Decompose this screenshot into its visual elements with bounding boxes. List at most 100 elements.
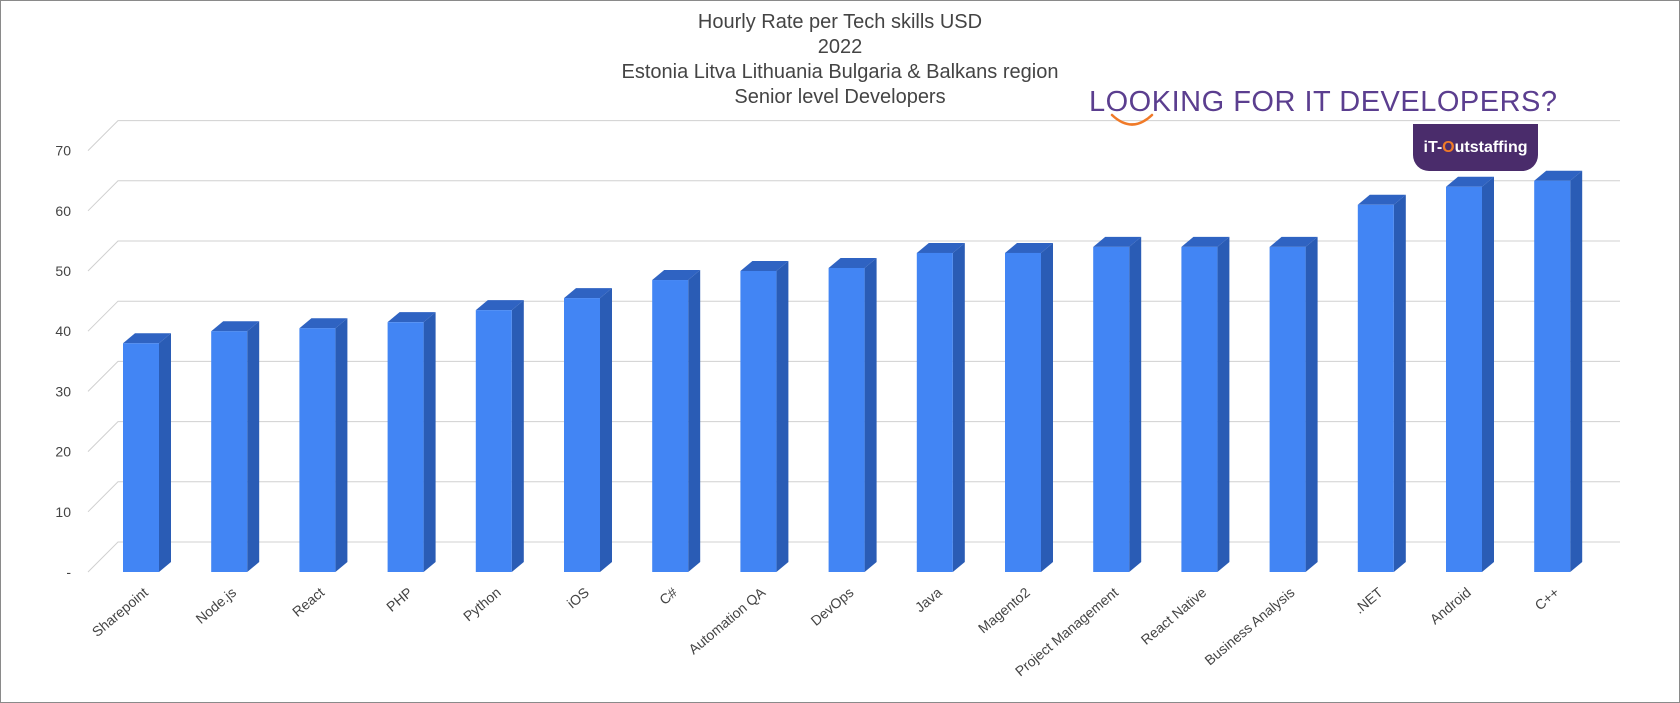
bar-top xyxy=(475,300,524,311)
logo-suffix: utstaffing xyxy=(1454,138,1528,156)
bar-node-js xyxy=(211,321,260,572)
bar-react xyxy=(299,318,348,572)
logo-text: iT-Outstaffing xyxy=(1424,139,1528,157)
bar-top xyxy=(828,257,877,268)
bar--net xyxy=(1357,194,1406,572)
gridline xyxy=(87,120,1620,151)
bar-php xyxy=(387,312,436,572)
bar-c- xyxy=(652,270,701,572)
bar-front xyxy=(1269,246,1306,573)
bar-project-management xyxy=(1093,236,1142,573)
bar-side xyxy=(600,288,612,572)
y-tick-label: 50 xyxy=(55,263,71,279)
bar-python xyxy=(475,300,524,572)
x-category-label: C++ xyxy=(1532,584,1563,613)
logo-prefix: iT- xyxy=(1423,138,1443,156)
x-axis-category-labels: Sharepoint Node.js React PHP Python iOS C# Auto… xyxy=(89,584,1562,680)
bar-devops xyxy=(828,257,877,572)
bar-ios xyxy=(564,288,612,572)
bar-react-native xyxy=(1181,236,1230,573)
bar-top xyxy=(1269,236,1318,247)
y-axis-tick-labels: - 10 20 30 40 50 60 70 xyxy=(55,143,71,580)
bar-top xyxy=(740,261,789,271)
bar-side xyxy=(1393,194,1406,572)
x-category-label: Node.js xyxy=(192,584,239,627)
bar-top xyxy=(564,288,612,299)
bar-side xyxy=(423,312,436,572)
bar-java xyxy=(916,242,965,572)
x-category-label: Business Analysis xyxy=(1201,584,1297,668)
x-category-label: Automation QA xyxy=(685,584,769,658)
bar-side xyxy=(1041,242,1053,572)
y-tick-label: - xyxy=(66,564,71,580)
y-tick-label: 40 xyxy=(55,323,71,339)
bar-side xyxy=(1570,170,1583,572)
x-category-label: React xyxy=(289,584,327,620)
bar-front xyxy=(1534,180,1571,572)
bar-side xyxy=(776,261,789,572)
it-outstaffing-logo[interactable]: iT-Outstaffing xyxy=(1413,124,1538,171)
bar-front xyxy=(299,328,336,572)
bar-front xyxy=(1005,252,1041,572)
bar-front xyxy=(916,252,953,572)
bar-top xyxy=(652,270,701,281)
bar-top xyxy=(123,333,171,344)
y-tick-label: 30 xyxy=(55,383,71,399)
bar-side xyxy=(688,270,701,572)
x-category-label: PHP xyxy=(383,584,415,615)
smile-swoosh-icon xyxy=(1110,113,1154,126)
y-tick-label: 70 xyxy=(55,143,71,159)
bar-side xyxy=(1217,236,1230,573)
bar-android xyxy=(1446,176,1494,572)
bar-front xyxy=(564,298,600,572)
x-category-label: Sharepoint xyxy=(89,584,151,640)
bar-front xyxy=(123,343,159,572)
bar-side xyxy=(1482,176,1494,572)
bar-top xyxy=(1534,170,1583,181)
bar-front xyxy=(475,310,512,572)
bar-side xyxy=(1305,236,1318,573)
logo-accent: O xyxy=(1442,138,1455,156)
bar-side xyxy=(952,242,965,572)
bar-front xyxy=(1446,186,1482,572)
bar-top xyxy=(299,318,348,329)
x-category-label: DevOps xyxy=(807,584,856,629)
bars xyxy=(123,170,1583,573)
bar-front xyxy=(387,322,424,572)
x-category-label: Magento2 xyxy=(975,584,1033,636)
bar-magento2 xyxy=(1005,242,1053,572)
bar-front xyxy=(1093,246,1130,573)
bar-side xyxy=(335,318,348,572)
bar-front xyxy=(828,267,865,572)
bar-top xyxy=(1093,236,1142,247)
bar-front xyxy=(1357,204,1394,572)
promo-headline[interactable]: LOOKING FOR IT DEVELOPERS? xyxy=(1089,86,1558,118)
y-tick-label: 20 xyxy=(55,444,71,460)
bar-top xyxy=(211,321,260,332)
bar-top xyxy=(387,312,436,323)
x-category-label: Python xyxy=(460,584,504,624)
bar-sharepoint xyxy=(123,333,171,572)
x-category-label: .NET xyxy=(1351,584,1386,617)
bar-side xyxy=(159,333,171,572)
bar-top xyxy=(1446,176,1494,187)
bar-automation-qa xyxy=(740,261,789,572)
bar-top xyxy=(916,242,965,253)
chart-title-line-4: Senior level Developers xyxy=(734,86,946,108)
bar-side xyxy=(864,257,877,572)
gridline xyxy=(87,180,1620,212)
bar-c- xyxy=(1534,170,1583,572)
chart-title-line-1: Hourly Rate per Tech skills USD xyxy=(697,11,983,33)
x-category-label: React Native xyxy=(1138,584,1210,648)
bar-front xyxy=(740,271,777,572)
chart-title: Hourly Rate per Tech skills USD 2022 Est… xyxy=(440,10,1240,110)
bar-front xyxy=(652,280,689,572)
bar-side xyxy=(1129,236,1142,573)
bar-side xyxy=(247,321,260,572)
bar-front xyxy=(1181,246,1218,573)
bar-top xyxy=(1005,242,1053,253)
x-category-label: iOS xyxy=(564,584,592,611)
bar-front xyxy=(211,331,248,572)
bar-business-analysis xyxy=(1269,236,1318,573)
y-tick-label: 60 xyxy=(55,203,71,219)
